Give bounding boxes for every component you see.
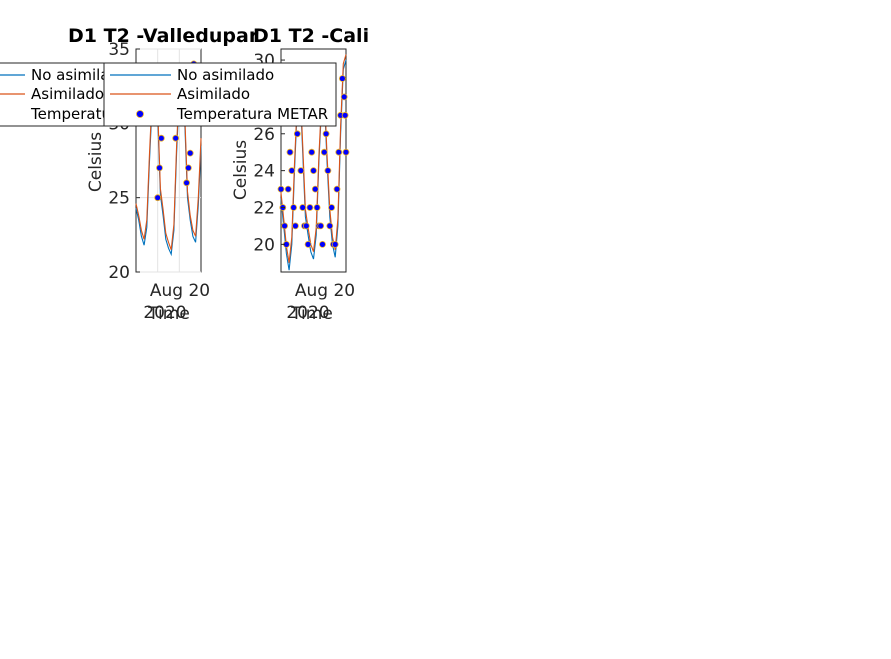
- metar-point: [333, 185, 341, 193]
- series-line-asimilado: [280, 54, 347, 263]
- y-tick-label: 24: [253, 162, 275, 182]
- legend-label-asimilado: Asimilado: [31, 85, 104, 103]
- x-tick-label: Aug 20: [295, 281, 355, 301]
- y-axis-label: Celsius: [231, 140, 251, 200]
- legend-label-asimilado: Asimilado: [177, 85, 250, 103]
- metar-point: [313, 204, 321, 211]
- legend-cali: No asimilado Asimilado Temperatura METAR: [103, 62, 337, 127]
- metar-point: [299, 204, 307, 211]
- metar-point: [311, 185, 319, 193]
- metar-point: [277, 185, 285, 193]
- y-axis-label: Celsius: [86, 132, 106, 192]
- x-tick-year: 2020: [143, 303, 186, 323]
- y-tick-label: 20: [108, 263, 130, 283]
- metar-point: [184, 164, 192, 172]
- metar-point: [320, 148, 328, 156]
- series-lines: [135, 63, 202, 257]
- y-tick-label: 25: [108, 189, 130, 209]
- metar-point: [293, 130, 301, 138]
- y-tick-label: 20: [253, 235, 275, 255]
- metar-point: [319, 240, 326, 248]
- metar-point: [297, 167, 305, 175]
- metar-point: [317, 222, 325, 230]
- y-tick-label: 35: [108, 40, 130, 60]
- metar-point: [310, 167, 317, 175]
- x-tick-year: 2020: [286, 303, 329, 323]
- metar-point: [281, 222, 289, 230]
- series-line-no-asimilado: [280, 59, 347, 271]
- legend-label-no-asimilado: No asimilado: [177, 66, 274, 84]
- metar-point: [157, 134, 165, 142]
- metar-point: [172, 134, 180, 142]
- metar-point: [338, 75, 346, 82]
- metar-point: [328, 204, 336, 211]
- metar-point: [340, 93, 348, 101]
- metar-point: [341, 111, 349, 119]
- metar-point: [331, 240, 339, 248]
- metar-point: [288, 167, 296, 175]
- metar-point: [183, 179, 191, 187]
- metar-point: [154, 194, 162, 202]
- metar-point: [286, 148, 294, 156]
- series-lines: [280, 54, 347, 271]
- chart-title: D1 T2 -Valledupar: [68, 25, 259, 47]
- metar-point: [306, 204, 314, 211]
- metar-point: [304, 240, 312, 248]
- metar-point: [342, 148, 350, 156]
- metar-point: [284, 185, 292, 193]
- metar-point: [322, 130, 330, 138]
- metar-point: [335, 148, 343, 156]
- series-line-asimilado: [135, 63, 202, 250]
- x-tick-label: Aug 20: [150, 281, 210, 301]
- x-axis-label: Time: [290, 304, 333, 324]
- metar-point: [308, 148, 316, 156]
- metar-point: [326, 222, 334, 230]
- metar-point: [290, 204, 298, 211]
- x-axis-label: Time: [147, 304, 190, 324]
- metar-point: [186, 149, 194, 157]
- legend-label-metar: Temperatura METAR: [176, 105, 328, 123]
- metar-point: [156, 164, 163, 172]
- y-tick-label: 26: [253, 125, 275, 145]
- metar-point: [291, 222, 299, 230]
- legend-swatch-metar: [136, 110, 144, 118]
- chart-title: D1 T2 -Cali: [253, 25, 369, 47]
- series-line-no-asimilado: [135, 71, 202, 257]
- y-tick-label: 22: [253, 198, 275, 218]
- panel-cali: 202224262830 D1 T2 -Cali Celsius Aug 20 …: [231, 25, 369, 324]
- metar-point: [324, 167, 332, 175]
- metar-markers: [277, 75, 350, 248]
- metar-point: [302, 222, 310, 230]
